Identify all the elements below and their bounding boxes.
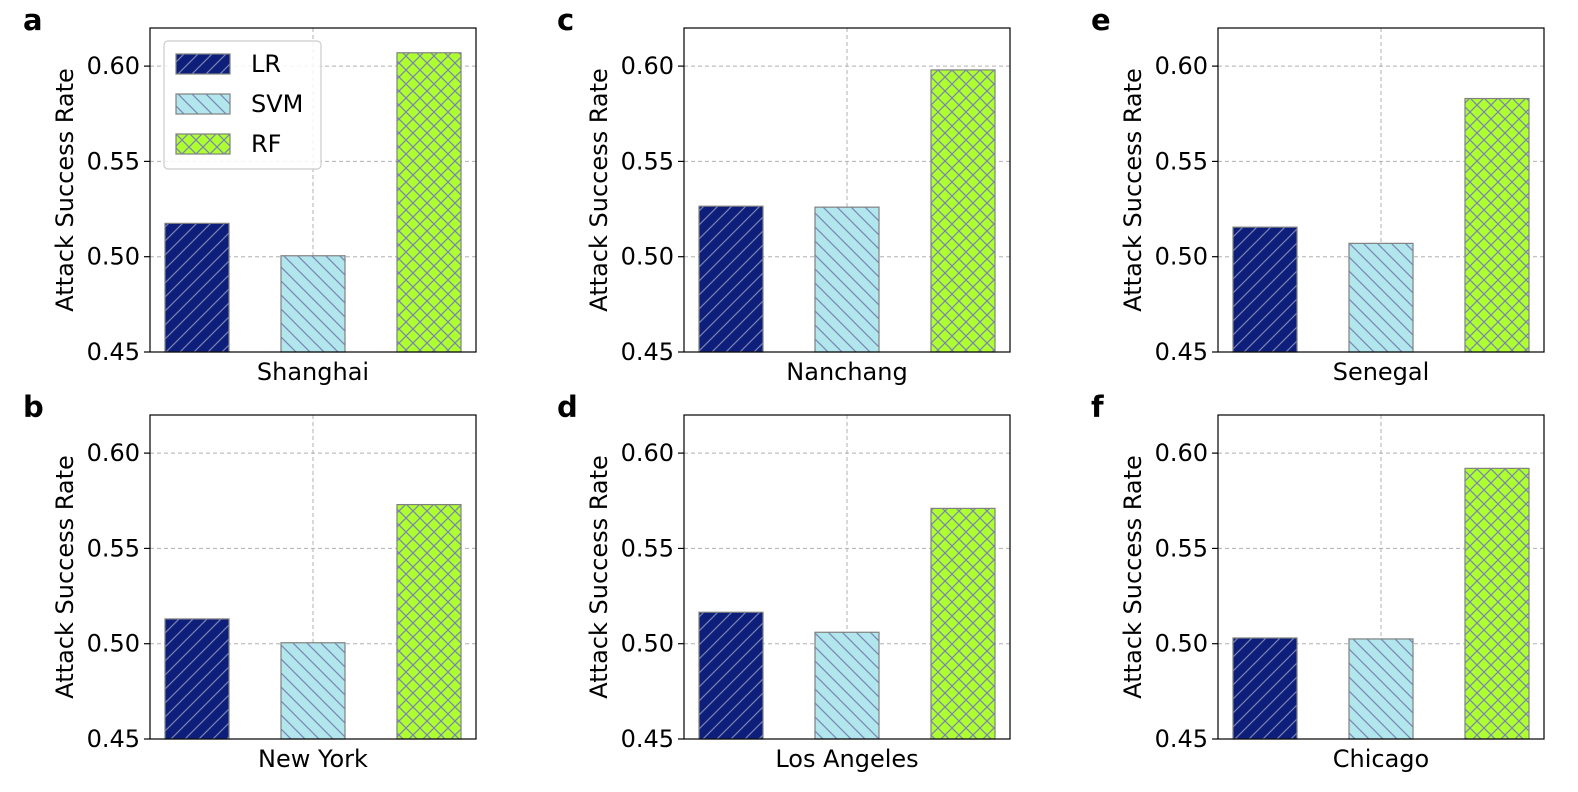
bar-svm bbox=[814, 631, 880, 740]
y-tick-label: 0.60 bbox=[87, 439, 140, 467]
panel-f: 0.45 0.50 0.55 0.60 Chicago Attack Success Ra… bbox=[1091, 390, 1545, 773]
bar-lr bbox=[164, 618, 230, 740]
y-tick-label: 0.55 bbox=[621, 147, 674, 175]
y-axis-label: Attack Success Rate bbox=[585, 68, 613, 312]
panel-b: 0.45 0.50 0.55 0.60 New York Attack Success R… bbox=[23, 390, 477, 773]
y-tick-label: 0.45 bbox=[621, 725, 674, 753]
y-tick-label: 0.60 bbox=[621, 439, 674, 467]
y-axis-label: Attack Success Rate bbox=[51, 68, 79, 312]
y-tick-label: 0.50 bbox=[87, 630, 140, 658]
y-tick-label: 0.45 bbox=[1155, 338, 1208, 366]
y-tick-label: 0.45 bbox=[1155, 725, 1208, 753]
y-axis-label: Attack Success Rate bbox=[51, 455, 79, 699]
panel-a: 0.45 0.50 0.55 0.60 Shanghai Attack Success R… bbox=[23, 3, 477, 386]
bar-svm bbox=[1348, 242, 1414, 353]
y-tick-label: 0.60 bbox=[621, 52, 674, 80]
panel-c: 0.45 0.50 0.55 0.60 Nanchang Attack Success R… bbox=[557, 3, 1011, 386]
bar-rf bbox=[396, 503, 462, 740]
y-tick-label: 0.50 bbox=[621, 243, 674, 271]
y-tick-label: 0.60 bbox=[1155, 439, 1208, 467]
bar-lr bbox=[1232, 637, 1298, 740]
y-tick-label: 0.55 bbox=[87, 534, 140, 562]
x-axis-label: Nanchang bbox=[786, 358, 907, 386]
bar-lr bbox=[1232, 226, 1298, 353]
plot-area bbox=[149, 27, 477, 353]
y-tick-label: 0.50 bbox=[1155, 243, 1208, 271]
y-tick-label: 0.45 bbox=[87, 338, 140, 366]
y-tick-label: 0.45 bbox=[87, 725, 140, 753]
legend-label-svm: SVM bbox=[251, 90, 303, 118]
legend-swatch-lr bbox=[175, 53, 231, 75]
y-tick-label: 0.55 bbox=[621, 534, 674, 562]
panel-d: 0.45 0.50 0.55 0.60 Los Angeles Attack Succes… bbox=[557, 390, 1011, 773]
x-axis-label: Senegal bbox=[1333, 358, 1430, 386]
bar-rf bbox=[396, 52, 462, 353]
bar-rf bbox=[1464, 467, 1530, 740]
plot-area bbox=[149, 414, 477, 740]
y-tick-label: 0.55 bbox=[1155, 147, 1208, 175]
y-tick-label: 0.50 bbox=[87, 243, 140, 271]
panel-letter: f bbox=[1091, 390, 1104, 424]
bar-lr bbox=[164, 222, 230, 353]
y-tick-label: 0.60 bbox=[1155, 52, 1208, 80]
plot-area bbox=[1217, 27, 1545, 353]
bar-rf bbox=[930, 507, 996, 740]
y-tick-label: 0.45 bbox=[621, 338, 674, 366]
y-tick-label: 0.50 bbox=[621, 630, 674, 658]
panel-letter: d bbox=[557, 390, 578, 424]
legend-label-rf: RF bbox=[251, 130, 281, 158]
panel-e: 0.45 0.50 0.55 0.60 Senegal Attack Success Ra… bbox=[1091, 3, 1545, 386]
panel-letter: b bbox=[23, 390, 44, 424]
x-axis-label: Chicago bbox=[1333, 745, 1429, 773]
legend: LR SVM RF bbox=[163, 40, 322, 170]
y-tick-label: 0.50 bbox=[1155, 630, 1208, 658]
legend-swatch-svm bbox=[175, 93, 231, 115]
y-tick-label: 0.55 bbox=[1155, 534, 1208, 562]
y-tick-label: 0.55 bbox=[87, 147, 140, 175]
panel-letter: c bbox=[557, 3, 574, 37]
x-axis-label: Los Angeles bbox=[775, 745, 918, 773]
bar-rf bbox=[930, 69, 996, 353]
x-axis-label: Shanghai bbox=[257, 358, 369, 386]
panel-letter: a bbox=[23, 3, 43, 37]
bar-lr bbox=[698, 611, 764, 740]
bar-svm bbox=[1348, 638, 1414, 740]
bar-rf bbox=[1464, 97, 1530, 353]
y-axis-label: Attack Success Rate bbox=[1119, 455, 1147, 699]
plot-area bbox=[683, 27, 1011, 353]
plot-area bbox=[1217, 414, 1545, 740]
x-axis-label: New York bbox=[258, 745, 368, 773]
y-tick-label: 0.60 bbox=[87, 52, 140, 80]
plot-area bbox=[683, 414, 1011, 740]
bar-svm bbox=[280, 255, 346, 353]
legend-label-lr: LR bbox=[251, 50, 281, 78]
panel-letter: e bbox=[1091, 3, 1111, 37]
y-axis-label: Attack Success Rate bbox=[1119, 68, 1147, 312]
legend-swatch-rf bbox=[175, 133, 231, 155]
bar-svm bbox=[814, 206, 880, 353]
y-axis-label: Attack Success Rate bbox=[585, 455, 613, 699]
bar-svm bbox=[280, 642, 346, 740]
bar-lr bbox=[698, 205, 764, 353]
